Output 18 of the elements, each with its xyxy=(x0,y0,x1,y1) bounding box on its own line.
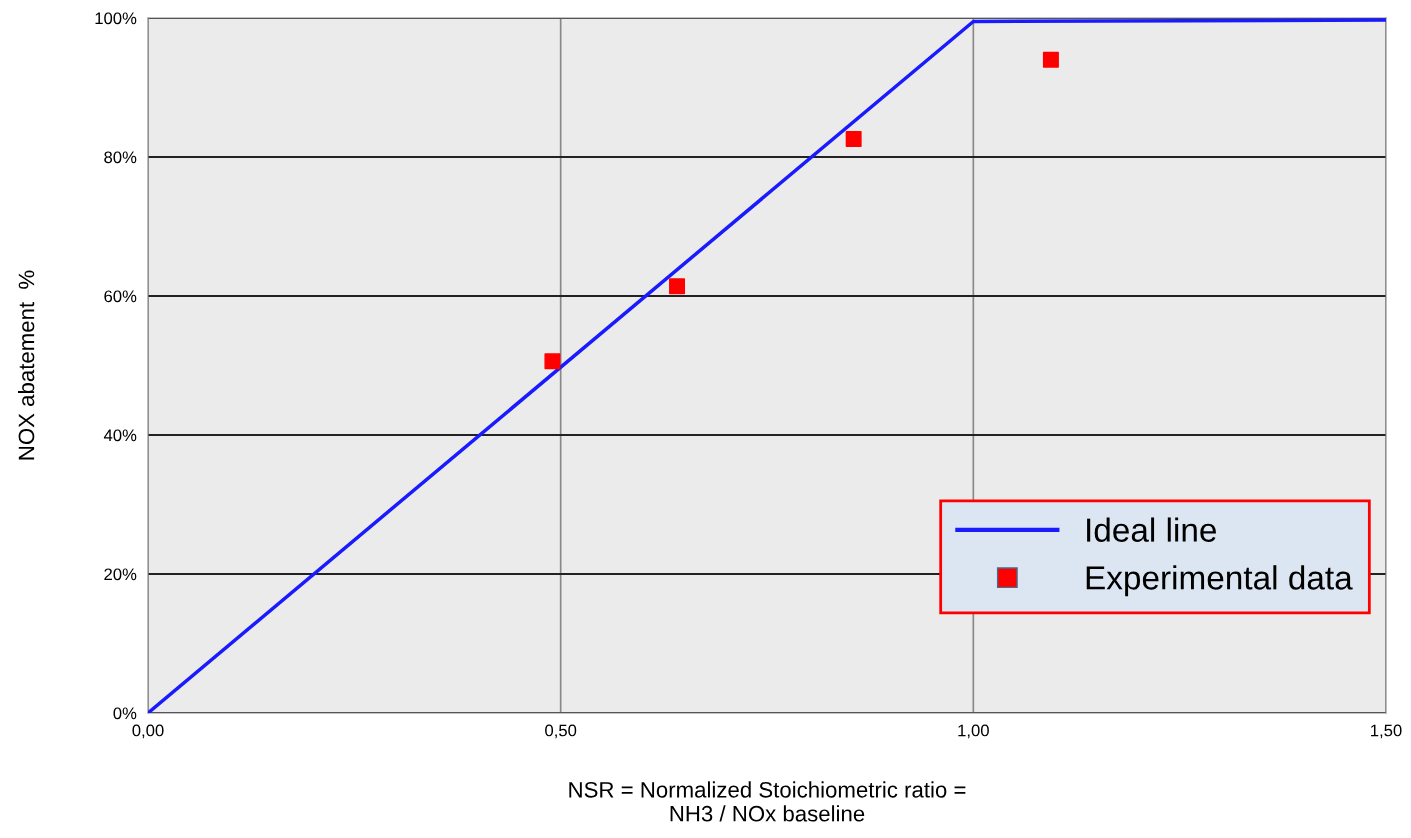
y-tick-label: 60% xyxy=(104,290,137,303)
x-tick-label: 1,50 xyxy=(1371,724,1402,739)
x-tick-label: 0,00 xyxy=(132,724,164,739)
y-tick-label: 100% xyxy=(95,12,137,25)
y-axis-title: NOX abatement % xyxy=(17,270,35,460)
x-tick-label: 0,50 xyxy=(545,724,577,739)
x-tick-label: 1,00 xyxy=(958,724,989,739)
y-tick-label: 40% xyxy=(103,429,137,442)
point xyxy=(669,278,686,295)
point xyxy=(1042,51,1059,68)
x-axis-title: NSR = Normalized Stoichiometric ratio = NH3 / NOx baseline xyxy=(569,781,966,822)
legend-label: Ideal line xyxy=(1087,517,1216,542)
legend-label: Experimental data xyxy=(1086,565,1353,597)
y-tick-label: 20% xyxy=(104,568,137,581)
y-tick-label: 0% xyxy=(113,707,137,720)
point xyxy=(544,353,561,370)
point xyxy=(845,130,862,147)
y-tick-label: 80% xyxy=(104,151,137,164)
